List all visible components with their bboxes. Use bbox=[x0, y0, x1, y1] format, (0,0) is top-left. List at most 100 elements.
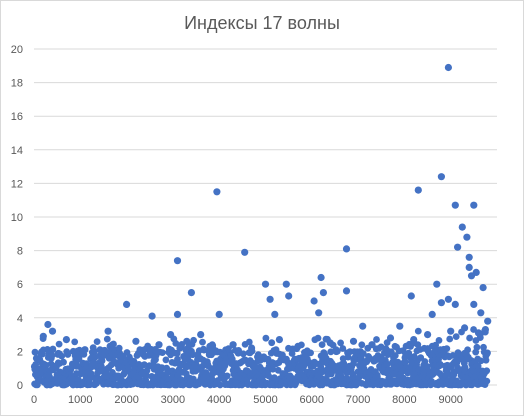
cloud-point bbox=[42, 361, 50, 369]
cloud-point bbox=[483, 377, 491, 385]
data-point bbox=[465, 263, 473, 271]
data-point bbox=[424, 331, 432, 339]
cloud-point bbox=[270, 374, 278, 382]
cloud-point bbox=[391, 352, 399, 359]
cloud-point bbox=[318, 341, 326, 348]
data-point bbox=[458, 223, 466, 231]
data-point bbox=[444, 295, 452, 303]
cloud-point bbox=[443, 345, 451, 352]
x-axis-ticks: 0 1000 2000 3000 4000 5000 6000 7000 8000 9000 bbox=[31, 394, 463, 406]
y-tick-label: 20 bbox=[11, 44, 23, 56]
cloud-point bbox=[60, 358, 67, 366]
cloud-point bbox=[190, 336, 198, 344]
x-tick-label: 6000 bbox=[300, 394, 324, 406]
data-point bbox=[359, 322, 367, 330]
y-tick-label: 18 bbox=[11, 78, 23, 90]
data-point bbox=[437, 299, 445, 307]
cloud-point bbox=[310, 381, 318, 388]
data-point bbox=[368, 341, 376, 349]
cloud-point bbox=[73, 362, 80, 370]
cloud-point bbox=[269, 365, 277, 373]
cloud-point bbox=[55, 340, 63, 348]
cloud-point bbox=[93, 338, 101, 345]
cloud-point bbox=[401, 358, 409, 366]
data-point bbox=[407, 292, 415, 300]
data-point bbox=[271, 310, 279, 318]
data-point bbox=[285, 292, 293, 300]
cloud-point bbox=[48, 352, 56, 359]
cloud-point bbox=[49, 345, 57, 353]
data-point bbox=[342, 245, 351, 253]
data-point bbox=[213, 188, 221, 196]
cloud-point bbox=[358, 341, 366, 349]
cloud-point bbox=[435, 337, 443, 344]
data-point bbox=[282, 280, 290, 288]
data-point bbox=[470, 201, 478, 209]
data-point bbox=[123, 300, 131, 308]
data-point bbox=[463, 233, 471, 241]
data-point bbox=[173, 310, 182, 318]
y-tick-label: 2 bbox=[17, 346, 23, 358]
y-tick-label: 8 bbox=[17, 246, 23, 258]
cloud-point bbox=[477, 357, 485, 365]
cloud-point bbox=[383, 360, 391, 368]
cloud-point bbox=[333, 348, 341, 355]
x-tick-label: 0 bbox=[31, 394, 37, 406]
cloud-point bbox=[339, 345, 347, 352]
data-point bbox=[484, 317, 492, 325]
data-point bbox=[317, 273, 325, 282]
data-point bbox=[444, 63, 452, 72]
cloud-point bbox=[482, 356, 490, 364]
cloud-point bbox=[452, 333, 460, 340]
data-point bbox=[215, 310, 223, 318]
data-point bbox=[132, 337, 140, 345]
data-point bbox=[477, 309, 485, 317]
data-point bbox=[386, 334, 395, 342]
cloud-point bbox=[483, 367, 491, 375]
cloud-point bbox=[414, 327, 422, 335]
cloud-point bbox=[457, 381, 465, 389]
data-point bbox=[187, 289, 195, 297]
x-tick-label: 3000 bbox=[161, 394, 185, 406]
data-point bbox=[310, 297, 318, 305]
cloud-point bbox=[307, 349, 314, 357]
data-point bbox=[342, 287, 351, 295]
data-points bbox=[39, 63, 492, 354]
data-point bbox=[451, 300, 459, 308]
data-point bbox=[454, 243, 462, 251]
data-point bbox=[229, 341, 237, 349]
data-point bbox=[461, 324, 469, 332]
cloud-point bbox=[262, 334, 270, 342]
cloud-point bbox=[103, 335, 111, 343]
dense-point-cloud bbox=[30, 326, 491, 389]
cloud-point bbox=[189, 351, 197, 359]
cloud-point bbox=[373, 336, 380, 343]
data-point bbox=[349, 337, 358, 345]
data-point bbox=[173, 257, 182, 265]
y-tick-label: 12 bbox=[11, 178, 23, 190]
data-point bbox=[479, 284, 487, 292]
data-point bbox=[183, 337, 191, 345]
data-point bbox=[474, 329, 483, 337]
cloud-point bbox=[239, 350, 247, 358]
cloud-point bbox=[314, 334, 322, 342]
cloud-point bbox=[466, 334, 473, 342]
cloud-point bbox=[228, 355, 236, 363]
data-point bbox=[62, 336, 70, 344]
data-point bbox=[39, 332, 47, 340]
y-tick-label: 6 bbox=[17, 279, 23, 291]
x-tick-label: 5000 bbox=[253, 394, 277, 406]
cloud-point bbox=[199, 338, 206, 346]
data-point bbox=[428, 310, 436, 318]
cloud-point bbox=[473, 343, 481, 351]
chart-title: Индексы 17 волны bbox=[184, 13, 340, 33]
data-point bbox=[44, 320, 52, 329]
data-point bbox=[197, 331, 205, 339]
x-tick-label: 2000 bbox=[114, 394, 138, 406]
cloud-point bbox=[245, 338, 253, 346]
cloud-point bbox=[143, 367, 151, 375]
data-point bbox=[148, 312, 156, 320]
x-tick-label: 4000 bbox=[207, 394, 231, 406]
cloud-point bbox=[464, 346, 471, 354]
